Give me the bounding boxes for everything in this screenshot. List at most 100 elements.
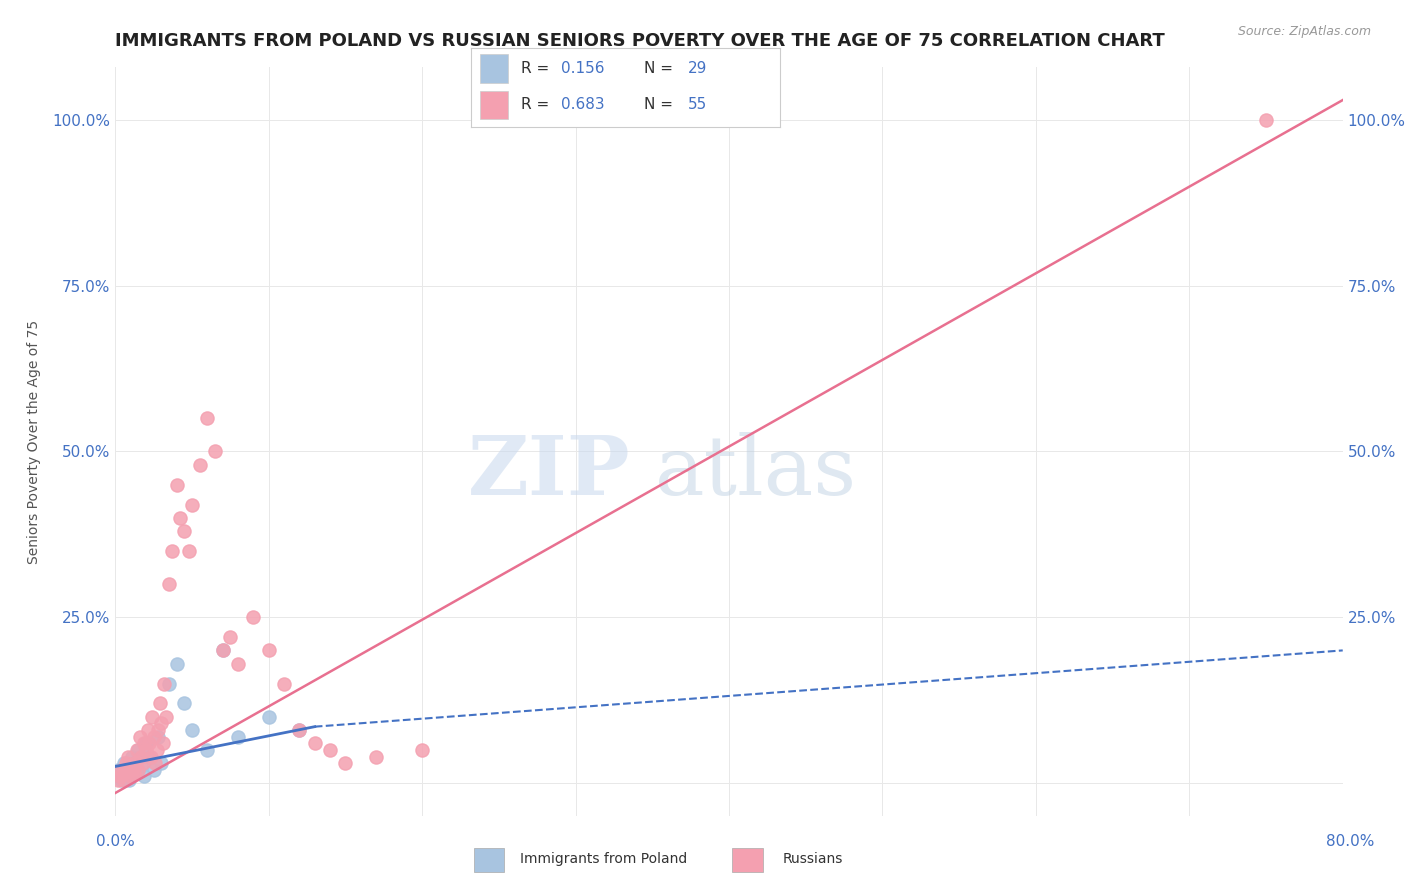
- Point: [108, 769, 131, 783]
- Point: [141, 709, 163, 723]
- Point: [153, 676, 176, 690]
- Point: [124, 756, 146, 771]
- Text: 0.0%: 0.0%: [96, 834, 135, 848]
- Point: [148, 730, 170, 744]
- Point: [257, 643, 280, 657]
- Point: [125, 743, 148, 757]
- Point: [366, 749, 388, 764]
- Point: [1254, 112, 1277, 127]
- Point: [142, 763, 165, 777]
- Point: [128, 730, 150, 744]
- Text: IMMIGRANTS FROM POLAND VS RUSSIAN SENIORS POVERTY OVER THE AGE OF 75 CORRELATION: IMMIGRANTS FROM POLAND VS RUSSIAN SENIOR…: [115, 32, 1166, 50]
- Text: N =: N =: [644, 97, 673, 112]
- Point: [142, 730, 165, 744]
- Point: [195, 743, 218, 757]
- Point: [110, 763, 132, 777]
- Point: [211, 643, 233, 657]
- Point: [117, 769, 139, 783]
- Text: Russians: Russians: [783, 852, 844, 866]
- Point: [121, 749, 143, 764]
- Point: [135, 736, 157, 750]
- Point: [111, 766, 134, 780]
- Point: [131, 749, 153, 764]
- Point: [107, 763, 129, 777]
- Text: 0.683: 0.683: [561, 97, 605, 112]
- Point: [108, 769, 131, 783]
- Point: [181, 498, 204, 512]
- Text: 0.156: 0.156: [561, 61, 605, 76]
- Text: 80.0%: 80.0%: [1326, 834, 1374, 848]
- Point: [157, 577, 180, 591]
- FancyBboxPatch shape: [733, 847, 762, 872]
- Text: N =: N =: [644, 61, 673, 76]
- Point: [150, 756, 173, 771]
- Point: [139, 749, 162, 764]
- Text: Source: ZipAtlas.com: Source: ZipAtlas.com: [1237, 25, 1371, 38]
- Point: [115, 763, 138, 777]
- FancyBboxPatch shape: [481, 91, 508, 119]
- Text: 29: 29: [688, 61, 707, 76]
- Text: R =: R =: [520, 97, 548, 112]
- Text: R =: R =: [520, 61, 548, 76]
- Point: [124, 756, 146, 771]
- Point: [131, 759, 153, 773]
- Point: [127, 743, 149, 757]
- Point: [157, 676, 180, 690]
- Point: [132, 756, 155, 771]
- Point: [118, 772, 141, 787]
- Point: [136, 723, 159, 737]
- Point: [111, 766, 134, 780]
- Point: [304, 736, 326, 750]
- Y-axis label: Seniors Poverty Over the Age of 75: Seniors Poverty Over the Age of 75: [27, 319, 41, 564]
- Point: [149, 697, 172, 711]
- Point: [152, 736, 174, 750]
- Point: [134, 736, 156, 750]
- Point: [226, 730, 249, 744]
- Point: [177, 544, 200, 558]
- Point: [411, 743, 433, 757]
- Point: [143, 756, 166, 771]
- Text: ZIP: ZIP: [468, 432, 631, 511]
- Point: [150, 716, 173, 731]
- Point: [257, 709, 280, 723]
- Point: [160, 544, 183, 558]
- Point: [288, 723, 311, 737]
- Point: [319, 743, 342, 757]
- Point: [166, 477, 188, 491]
- Point: [117, 749, 139, 764]
- Point: [211, 643, 233, 657]
- Point: [219, 630, 242, 644]
- Point: [188, 458, 211, 472]
- Point: [127, 763, 149, 777]
- Text: atlas: atlas: [655, 432, 858, 511]
- Point: [120, 769, 142, 783]
- Point: [135, 743, 157, 757]
- Point: [138, 736, 160, 750]
- Point: [122, 766, 145, 780]
- FancyBboxPatch shape: [481, 54, 508, 83]
- Point: [114, 756, 136, 771]
- Point: [138, 749, 160, 764]
- Point: [114, 772, 136, 787]
- Point: [122, 766, 145, 780]
- Point: [173, 697, 195, 711]
- FancyBboxPatch shape: [474, 847, 505, 872]
- Point: [134, 769, 156, 783]
- Point: [273, 676, 295, 690]
- Point: [148, 723, 170, 737]
- Point: [118, 763, 141, 777]
- Point: [204, 444, 226, 458]
- Point: [226, 657, 249, 671]
- Point: [335, 756, 357, 771]
- Point: [195, 411, 218, 425]
- Point: [166, 657, 188, 671]
- Point: [115, 756, 138, 771]
- Point: [120, 763, 142, 777]
- Point: [107, 772, 129, 787]
- Point: [110, 772, 132, 787]
- Point: [173, 524, 195, 538]
- Point: [169, 510, 191, 524]
- Point: [121, 763, 143, 777]
- Text: 55: 55: [688, 97, 707, 112]
- Point: [155, 709, 177, 723]
